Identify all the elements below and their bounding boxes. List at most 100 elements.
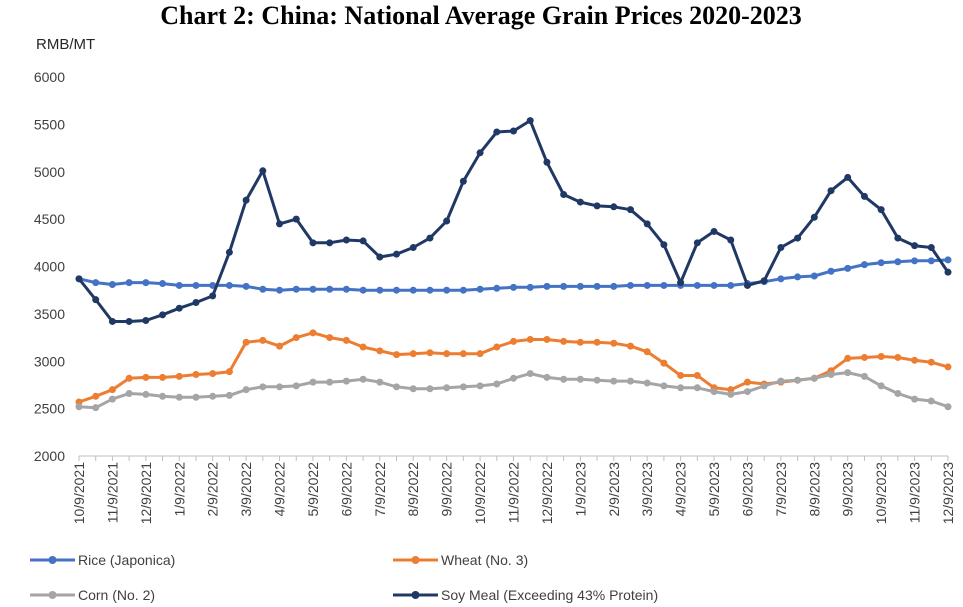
data-point (593, 202, 601, 210)
legend-label: Rice (Japonica) (78, 552, 175, 568)
data-point (626, 206, 634, 214)
data-point (292, 285, 300, 293)
data-point (309, 239, 317, 247)
data-point (543, 373, 551, 381)
data-point (209, 392, 217, 400)
x-tick-label: 10/9/2021 (71, 462, 87, 524)
data-point (643, 348, 651, 356)
data-point (693, 281, 701, 289)
y-tick-label: 4000 (34, 259, 65, 275)
legend-label: Soy Meal (Exceeding 43% Protein) (441, 587, 658, 603)
data-point (660, 281, 668, 289)
data-point (476, 350, 484, 358)
data-point (677, 384, 685, 392)
data-point (927, 397, 935, 405)
data-point (159, 392, 167, 400)
data-point (175, 372, 183, 380)
data-point (576, 375, 584, 383)
data-point (108, 317, 116, 325)
data-point (860, 353, 868, 361)
data-point (242, 282, 250, 290)
data-point (125, 389, 133, 397)
data-point (376, 286, 384, 294)
data-point (409, 286, 417, 294)
y-axis-label: RMB/MT (36, 36, 95, 53)
data-point (443, 384, 451, 392)
data-point (476, 382, 484, 390)
data-point (944, 268, 952, 276)
x-tick-label: 2/9/2022 (205, 462, 221, 517)
data-point (92, 392, 100, 400)
data-point (894, 389, 902, 397)
data-point (810, 272, 818, 280)
data-point (727, 281, 735, 289)
data-point (643, 220, 651, 228)
data-point (342, 236, 350, 244)
data-point (760, 382, 768, 390)
data-point (175, 281, 183, 289)
data-point (376, 378, 384, 386)
x-tick-label: 1/9/2022 (171, 462, 187, 517)
data-point (276, 220, 284, 228)
data-point (860, 372, 868, 380)
x-tick-label: 4/9/2023 (673, 462, 689, 517)
data-point (743, 281, 751, 289)
data-point (476, 149, 484, 157)
data-point (476, 285, 484, 293)
data-point (526, 370, 534, 378)
data-point (209, 292, 217, 300)
data-point (309, 378, 317, 386)
data-point (159, 311, 167, 319)
data-point (125, 279, 133, 287)
x-tick-label: 11/9/2021 (104, 462, 120, 523)
data-point (660, 382, 668, 390)
y-tick-label: 5000 (34, 164, 65, 180)
data-point (376, 347, 384, 355)
data-point (292, 215, 300, 223)
data-point (75, 403, 83, 411)
data-point (827, 267, 835, 275)
data-point (543, 335, 551, 343)
data-point (626, 281, 634, 289)
data-point (175, 393, 183, 401)
data-point (192, 281, 200, 289)
data-point (510, 337, 517, 345)
y-tick-label: 4500 (34, 211, 65, 227)
data-point (944, 256, 952, 264)
data-point (259, 383, 267, 391)
data-point (510, 283, 517, 291)
data-point (710, 388, 718, 396)
data-point (693, 239, 701, 247)
data-point (326, 378, 334, 386)
data-point (693, 384, 701, 392)
x-tick-label: 8/9/2023 (806, 462, 822, 517)
data-point (911, 242, 919, 250)
x-tick-label: 11/9/2022 (506, 462, 522, 523)
data-point (894, 258, 902, 266)
data-point (175, 304, 183, 312)
data-point (326, 239, 334, 247)
data-point (426, 349, 434, 357)
data-point (743, 388, 751, 396)
data-point (844, 354, 852, 362)
data-point (342, 336, 350, 344)
data-point (810, 374, 818, 382)
x-tick-label: 11/9/2023 (907, 462, 923, 523)
data-point (192, 371, 200, 379)
x-tick-label: 10/9/2022 (472, 462, 488, 524)
data-point (710, 227, 718, 235)
data-point (794, 376, 802, 384)
x-tick-label: 7/9/2022 (372, 462, 388, 517)
data-point (142, 373, 150, 381)
data-point (493, 343, 501, 351)
data-point (225, 368, 233, 376)
x-tick-label: 12/9/2021 (138, 462, 154, 524)
data-point (777, 377, 785, 385)
data-point (777, 275, 785, 283)
data-point (844, 264, 852, 272)
y-tick-label: 5500 (34, 116, 65, 132)
legend-label: Wheat (No. 3) (441, 552, 528, 568)
x-tick-label: 12/9/2023 (940, 462, 956, 524)
x-tick-label: 4/9/2022 (272, 462, 288, 517)
